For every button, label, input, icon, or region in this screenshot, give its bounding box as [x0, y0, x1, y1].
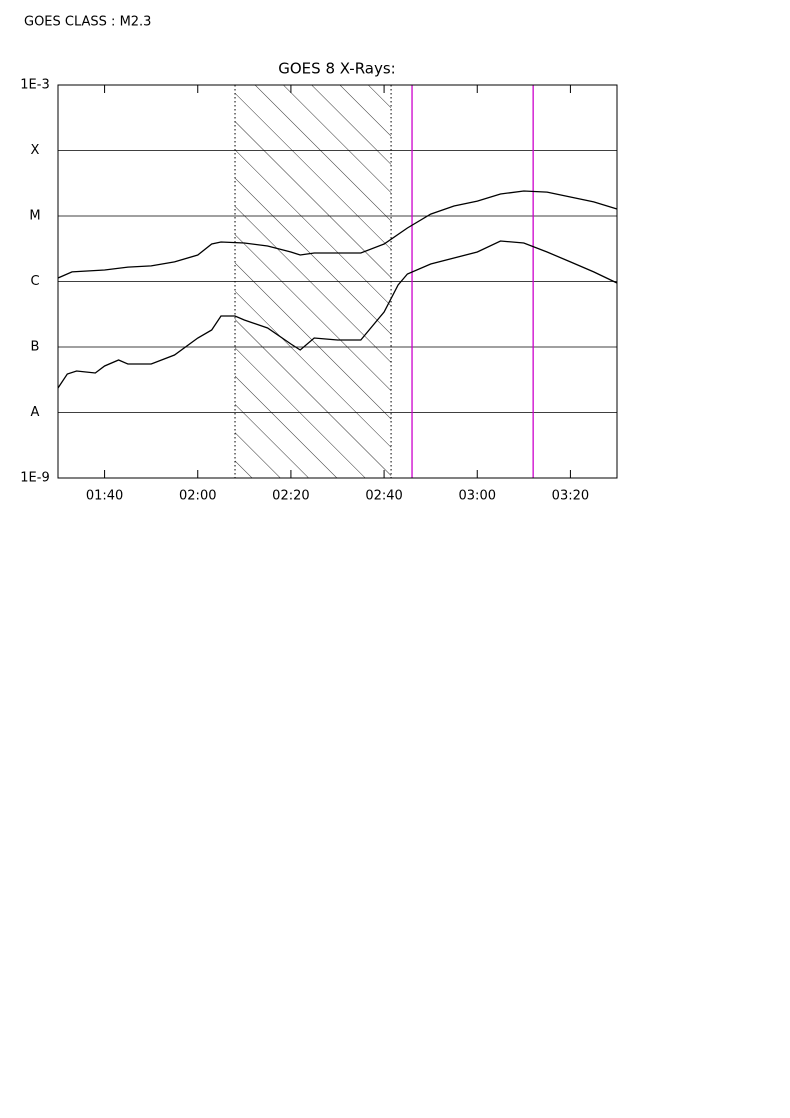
y-tick-label: A: [31, 405, 40, 420]
x-tick-label: 03:00: [459, 489, 496, 504]
y-tick-label: 1E-3: [20, 78, 49, 93]
y-tick-label: M: [29, 209, 40, 224]
x-tick-label: 02:40: [365, 489, 402, 504]
y-tick-label: X: [31, 143, 40, 158]
chart-title: GOES 8 X-Rays:: [278, 60, 395, 78]
flux-curve: [57, 240, 618, 389]
y-tick-label: 1E-9: [20, 471, 49, 486]
x-tick-label: 02:20: [272, 489, 309, 504]
flux-curve: [57, 190, 618, 279]
x-tick-label: 02:00: [179, 489, 216, 504]
plot-frame: [57, 84, 618, 479]
x-tick-label: 01:40: [86, 489, 123, 504]
goes-class: GOES CLASS : M2.3: [24, 15, 151, 30]
x-tick-label: 03:20: [552, 489, 589, 504]
y-tick-label: C: [30, 274, 39, 289]
y-tick-label: B: [31, 340, 40, 355]
